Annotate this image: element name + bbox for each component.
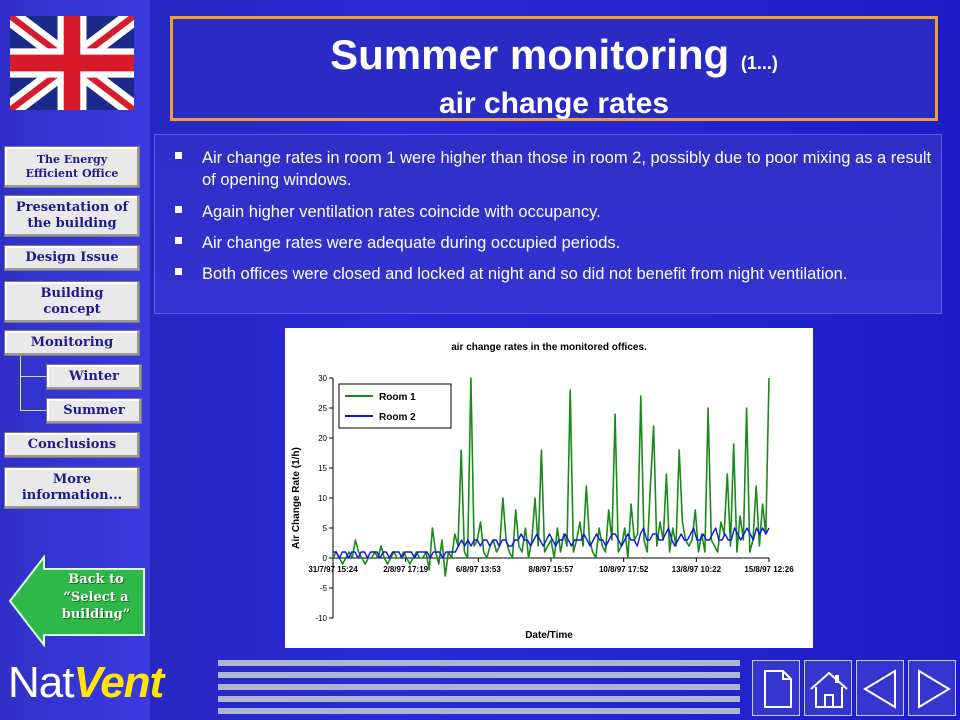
page-subtitle: air change rates — [438, 87, 670, 120]
nav-label: Presentation of the building — [15, 199, 129, 231]
bullet-marker — [175, 237, 182, 244]
y-tick-label: 5 — [323, 524, 328, 533]
stripe — [218, 672, 740, 678]
legend-entry: Room 2 — [379, 412, 416, 423]
page-title: Summer monitoring (1...) — [330, 31, 778, 78]
next-icon — [918, 669, 951, 709]
previous-icon — [863, 669, 896, 709]
nav-label: Conclusions — [27, 436, 117, 452]
y-tick-label: 10 — [318, 494, 327, 503]
x-tick-label: 8/8/97 15:57 — [529, 565, 574, 574]
nav-label: Summer — [63, 402, 125, 418]
tree-line — [20, 376, 46, 377]
x-tick-label: 31/7/97 15:24 — [308, 565, 358, 574]
title-box: Summer monitoring (1...) air change rate… — [170, 16, 938, 121]
previous-slide-button[interactable] — [856, 660, 904, 716]
y-tick-label: -10 — [315, 614, 327, 623]
home-button[interactable] — [804, 660, 852, 716]
flag-icon — [10, 16, 134, 110]
nav-summer[interactable]: Summer — [46, 398, 142, 424]
chart-panel: air change rates in the monitored office… — [285, 328, 813, 648]
legend-entry: Room 1 — [379, 392, 416, 403]
back-arrow-icon — [8, 555, 145, 647]
bullet-marker — [175, 152, 182, 159]
x-tick-label: 15/8/97 12:26 — [744, 565, 794, 574]
series-line-2 — [333, 527, 770, 559]
series-line-1 — [332, 377, 770, 577]
bullet-list: Air change rates in room 1 were higher t… — [154, 134, 942, 314]
nav-winter[interactable]: Winter — [46, 364, 142, 390]
bullet-marker — [175, 268, 182, 275]
y-tick-label: 15 — [318, 464, 327, 473]
y-tick-label: 20 — [318, 434, 327, 443]
y-tick-label: 25 — [318, 404, 327, 413]
stripe — [218, 660, 740, 666]
chart-title: air change rates in the monitored office… — [451, 342, 647, 353]
nav-label: More information... — [21, 471, 123, 503]
back-button-label: Back to “Select a building” — [61, 572, 131, 623]
nav-monitoring[interactable]: Monitoring — [4, 330, 140, 356]
nav-label: Design Issue — [25, 249, 119, 265]
y-tick-label: -5 — [320, 584, 328, 593]
x-tick-label: 10/8/97 17:52 — [599, 565, 649, 574]
y-tick-label: 30 — [318, 374, 327, 383]
nav-label: The Energy Efficient Office — [25, 153, 119, 180]
tree-line — [20, 410, 46, 411]
back-to-select-building-button[interactable]: Back to “Select a building” — [8, 555, 146, 647]
x-tick-label: 6/8/97 13:53 — [456, 565, 501, 574]
bullet-marker — [175, 206, 182, 213]
nav-energy-efficient-office[interactable]: The Energy Efficient Office — [4, 146, 140, 188]
nav-label: Winter — [69, 368, 119, 384]
stripe — [218, 684, 740, 690]
footer-stripes — [218, 660, 740, 716]
document-icon — [764, 670, 792, 708]
next-slide-button[interactable] — [908, 660, 956, 716]
nav-more-information[interactable]: More information... — [4, 467, 140, 509]
natvent-logo: NatVent — [8, 658, 164, 707]
y-axis-label: Air Change Rate (1/h) — [291, 447, 302, 549]
nav-design-issue[interactable]: Design Issue — [4, 245, 140, 271]
nav-conclusions[interactable]: Conclusions — [4, 432, 140, 458]
stripe — [218, 696, 740, 702]
x-tick-label: 13/8/97 10:22 — [672, 565, 722, 574]
air-change-chart: air change rates in the monitored office… — [291, 342, 794, 641]
y-tick-label: 0 — [323, 554, 328, 563]
tree-line — [20, 356, 21, 410]
nav-label: Monitoring — [30, 334, 114, 350]
document-button[interactable] — [752, 660, 800, 716]
x-axis-label: Date/Time — [525, 630, 573, 641]
stripe — [218, 708, 740, 714]
home-icon — [810, 671, 848, 708]
x-tick-label: 2/8/97 17:19 — [383, 565, 428, 574]
nav-presentation-of-the-building[interactable]: Presentation of the building — [4, 195, 140, 237]
nav-building-concept[interactable]: Building concept — [4, 281, 140, 323]
legend-box — [338, 383, 452, 429]
nav-label: Building concept — [40, 285, 104, 317]
